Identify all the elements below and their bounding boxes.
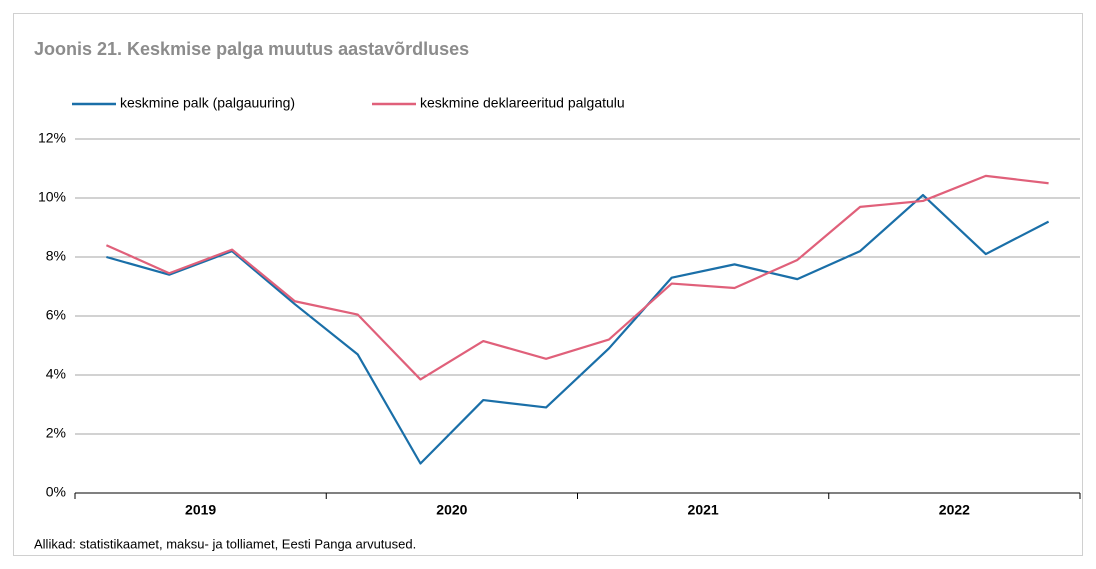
x-group-label: 2019	[185, 502, 216, 518]
y-tick-label: 10%	[38, 189, 66, 205]
chart-title: Joonis 21. Keskmise palga muutus aastavõ…	[34, 39, 469, 59]
x-group-label: 2020	[436, 502, 467, 518]
series-line	[105, 174, 1049, 381]
frame	[13, 13, 1083, 556]
y-tick-label: 6%	[46, 307, 66, 323]
y-tick-label: 12%	[38, 130, 66, 146]
y-tick-label: 4%	[46, 366, 66, 382]
legend-label: keskmine palk (palgauuring)	[120, 95, 295, 111]
x-group-label: 2021	[688, 502, 719, 518]
legend-label: keskmine deklareeritud palgatulu	[420, 95, 625, 111]
y-tick-label: 0%	[46, 484, 66, 500]
y-tick-label: 8%	[46, 248, 66, 264]
y-tick-label: 2%	[46, 425, 66, 441]
source: Allikad: statistikaamet, maksu- ja tolli…	[34, 536, 416, 551]
series-line	[106, 193, 1050, 465]
x-group-label: 2022	[939, 502, 970, 518]
